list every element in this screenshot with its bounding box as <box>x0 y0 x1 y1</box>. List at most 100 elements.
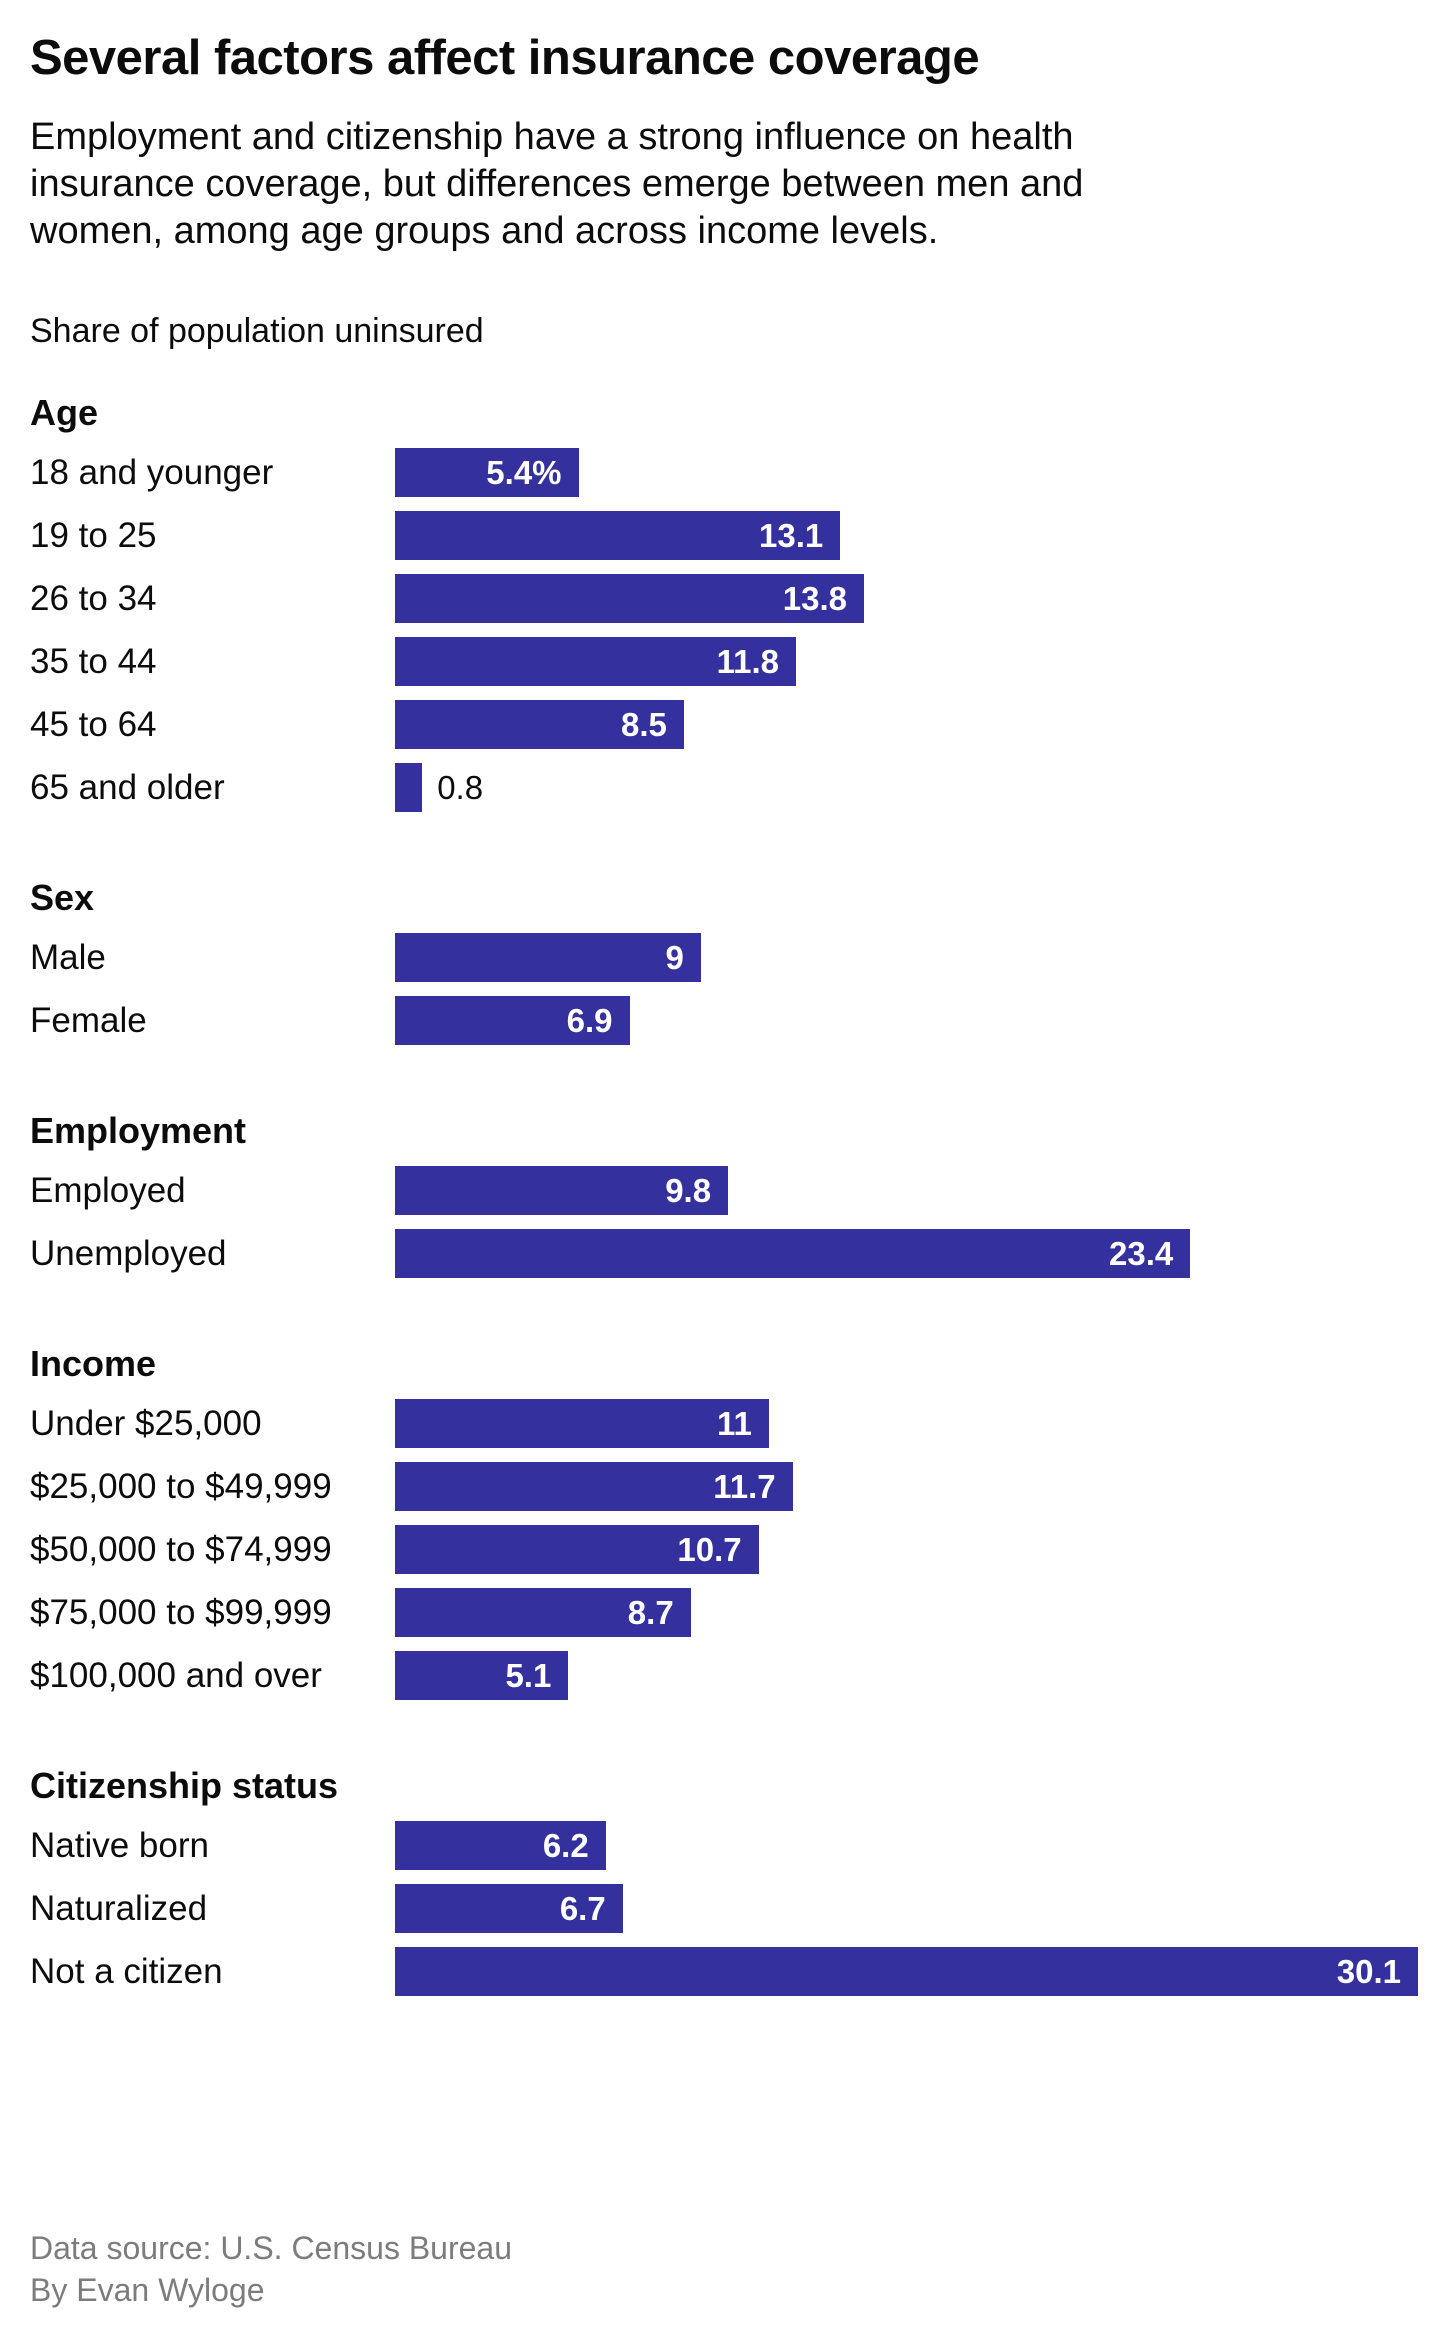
bar-value: 0.8 <box>437 768 484 806</box>
bar: 11.7 <box>395 1462 793 1511</box>
bar-row: 65 and older 0.8 <box>30 763 1418 812</box>
bar-value: 8.7 <box>627 1593 674 1631</box>
bar-track: 8.5 <box>395 700 1418 749</box>
bar: 5.4% <box>395 448 579 497</box>
bar-track: 8.7 <box>395 1588 1418 1637</box>
bar-value: 9.8 <box>665 1171 712 1209</box>
bar-track: 5.1 <box>395 1651 1418 1700</box>
bar-row: 26 to 34 13.8 <box>30 574 1418 623</box>
row-label: 35 to 44 <box>30 641 157 681</box>
row-label: 45 to 64 <box>30 704 157 744</box>
bar-row: Native born 6.2 <box>30 1821 1418 1870</box>
bar-track: 30.1 <box>395 1947 1418 1996</box>
data-source: Data source: U.S. Census Bureau <box>30 2230 513 2266</box>
bar-row: $75,000 to $99,999 8.7 <box>30 1588 1418 1637</box>
bar-row: Employed 9.8 <box>30 1166 1418 1215</box>
row-label: $50,000 to $74,999 <box>30 1529 332 1569</box>
bar-value: 6.7 <box>559 1889 606 1927</box>
bar: 8.5 <box>395 700 684 749</box>
section-header-employment: Employment <box>30 1110 247 1151</box>
bar: 9.8 <box>395 1166 729 1215</box>
bar: 6.7 <box>395 1884 623 1933</box>
bar-track: 13.1 <box>395 511 1418 560</box>
bar: 0.8 <box>395 763 483 812</box>
bar: 30.1 <box>395 1947 1418 1996</box>
bar-value: 9 <box>665 938 684 976</box>
bar: 5.1 <box>395 1651 569 1700</box>
bar-track: 6.2 <box>395 1821 1418 1870</box>
footer: Data source: U.S. Census Bureau By Evan … <box>30 2227 1418 2311</box>
bar-value: 8.5 <box>621 705 667 743</box>
bar-track: 10.7 <box>395 1525 1418 1574</box>
bar: 11.8 <box>395 637 797 686</box>
bar: 8.7 <box>395 1588 691 1637</box>
bar-track: 6.9 <box>395 996 1418 1045</box>
bar-track: 5.4% <box>395 448 1418 497</box>
chart-title: Several factors affect insurance coverag… <box>30 31 980 85</box>
bar-value: 13.1 <box>758 516 824 554</box>
bar-row: $100,000 and over 5.1 <box>30 1651 1418 1700</box>
bar-value: 11.8 <box>716 642 780 680</box>
bar-value: 6.9 <box>566 1001 613 1039</box>
bar-track: 11.7 <box>395 1462 1418 1511</box>
bar-row: Not a citizen 30.1 <box>30 1947 1418 1996</box>
row-label: 19 to 25 <box>30 515 157 555</box>
bar: 10.7 <box>395 1525 759 1574</box>
bar-value: 13.8 <box>782 579 848 617</box>
bar-track: 11.8 <box>395 637 1418 686</box>
row-label: Male <box>30 937 106 977</box>
bar: 9 <box>395 933 701 982</box>
section-income: Income Under $25,000 11 $25,000 to $49,9… <box>30 1343 1418 1714</box>
chart-subtitle: Employment and citizenship have a strong… <box>30 116 1084 252</box>
bar-row: $50,000 to $74,999 10.7 <box>30 1525 1418 1574</box>
bar-row: 19 to 25 13.1 <box>30 511 1418 560</box>
row-label: $25,000 to $49,999 <box>30 1466 332 1506</box>
bar-track: 11 <box>395 1399 1418 1448</box>
bar-value: 10.7 <box>677 1530 742 1568</box>
row-label: 18 and younger <box>30 452 274 492</box>
bar-value: 30.1 <box>1336 1952 1401 1990</box>
section-header-citizenship: Citizenship status <box>30 1765 339 1806</box>
row-label: Native born <box>30 1825 209 1865</box>
bar-track: 0.8 <box>395 763 1418 812</box>
bar-value: 6.2 <box>542 1826 589 1864</box>
bar-row: 35 to 44 11.8 <box>30 637 1418 686</box>
section-header-sex: Sex <box>30 877 95 918</box>
bar: 13.1 <box>395 511 841 560</box>
bar: 6.9 <box>395 996 630 1045</box>
row-label: Not a citizen <box>30 1951 223 1991</box>
section-header-age: Age <box>30 392 99 433</box>
bar-row: Naturalized 6.7 <box>30 1884 1418 1933</box>
section-sex: Sex Male 9 Female 6.9 <box>30 877 1418 1059</box>
bar-row: $25,000 to $49,999 11.7 <box>30 1462 1418 1511</box>
bar-value: 11.7 <box>713 1467 776 1505</box>
bar-track: 9 <box>395 933 1418 982</box>
bar: 23.4 <box>395 1229 1191 1278</box>
bar: 13.8 <box>395 574 865 623</box>
bar-row: 18 and younger 5.4% <box>30 448 1418 497</box>
byline: By Evan Wyloge <box>30 2272 265 2308</box>
row-label: 26 to 34 <box>30 578 157 618</box>
section-employment: Employment Employed 9.8 Unemployed 23.4 <box>30 1110 1418 1292</box>
section-header-income: Income <box>30 1343 157 1384</box>
bar-value: 5.4% <box>486 453 562 491</box>
row-label: Naturalized <box>30 1888 208 1928</box>
bar-track: 13.8 <box>395 574 1418 623</box>
bar-row: Female 6.9 <box>30 996 1418 1045</box>
section-age: Age 18 and younger 5.4% 19 to 25 13.1 26… <box>30 392 1418 826</box>
row-label: Under $25,000 <box>30 1403 262 1443</box>
bar: 6.2 <box>395 1821 606 1870</box>
bar-value: 5.1 <box>505 1656 552 1694</box>
bar-value: 23.4 <box>1109 1234 1174 1272</box>
bar-track: 23.4 <box>395 1229 1418 1278</box>
bar: 11 <box>395 1399 769 1448</box>
row-label: Unemployed <box>30 1233 227 1273</box>
row-label: Female <box>30 1000 147 1040</box>
bar-track: 9.8 <box>395 1166 1418 1215</box>
bar-row: Male 9 <box>30 933 1418 982</box>
section-citizenship: Citizenship status Native born 6.2 Natur… <box>30 1765 1418 2010</box>
row-label: $100,000 and over <box>30 1655 322 1695</box>
bar-track: 6.7 <box>395 1884 1418 1933</box>
chart-axis-caption: Share of population uninsured <box>30 312 484 350</box>
